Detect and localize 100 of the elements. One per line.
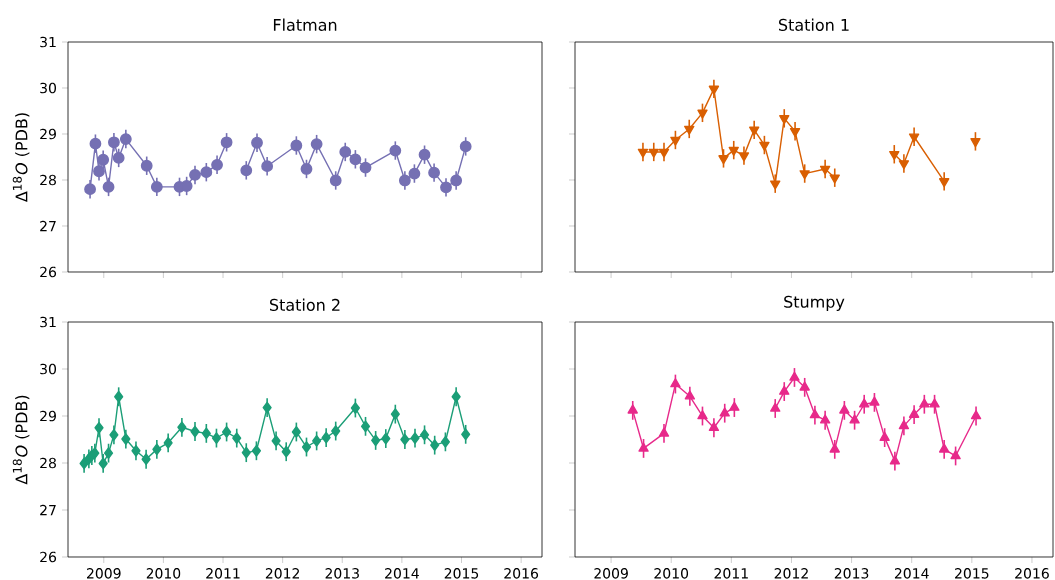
point (770, 402, 781, 412)
point (658, 427, 670, 437)
point (970, 410, 982, 420)
x-tick-label: 2009 (594, 568, 628, 579)
point (201, 427, 211, 440)
point (371, 434, 381, 447)
point (809, 409, 821, 419)
point (428, 166, 440, 179)
point (839, 404, 850, 414)
point (697, 410, 708, 420)
point (859, 398, 870, 408)
point (708, 421, 720, 432)
point (339, 146, 352, 158)
point (638, 442, 649, 452)
point (389, 144, 402, 157)
x-tick-label: 2010 (654, 568, 689, 579)
point (271, 435, 281, 447)
x-tick-label: 2013 (325, 568, 359, 579)
y-tick-label: 28 (40, 174, 56, 186)
point (718, 155, 729, 165)
point (779, 385, 790, 395)
point (708, 85, 720, 95)
point (770, 180, 781, 190)
point (251, 444, 262, 457)
point (908, 408, 920, 418)
point (93, 165, 105, 178)
point (150, 181, 163, 193)
point (189, 169, 201, 181)
y-tick-label: 29 (40, 128, 56, 140)
point (94, 421, 104, 434)
point (119, 133, 132, 145)
point (908, 133, 920, 143)
point (789, 127, 801, 138)
chart-title: Flatman (273, 18, 337, 31)
x-tick-label: 2016 (1015, 568, 1049, 579)
x-tick-label: 2014 (385, 568, 419, 579)
point (729, 401, 740, 411)
x-tick-label: 2009 (87, 568, 121, 579)
point (241, 446, 251, 459)
x-tick-label: 2012 (265, 568, 300, 579)
point (938, 443, 950, 453)
point (450, 174, 463, 187)
point (360, 420, 371, 433)
point (419, 428, 430, 441)
point (829, 174, 840, 184)
point (200, 166, 213, 179)
point (381, 432, 391, 445)
point (140, 159, 153, 172)
point (190, 425, 200, 438)
point (684, 390, 696, 400)
point (114, 390, 124, 403)
point (177, 421, 187, 434)
point (262, 401, 272, 414)
point (109, 428, 119, 441)
x-tick-label: 2015 (955, 568, 989, 579)
x-tick-label: 2015 (444, 568, 479, 579)
x-tick-label: 2011 (714, 568, 748, 579)
point (829, 443, 840, 453)
point (849, 414, 860, 424)
point (290, 139, 303, 152)
chart-title: Station 2 (270, 298, 340, 311)
y-tick-label: 26 (40, 266, 57, 278)
point (312, 435, 322, 447)
x-tick-label: 2013 (834, 568, 869, 579)
point (103, 447, 114, 460)
point (329, 174, 342, 187)
point (697, 109, 708, 119)
point (440, 435, 451, 448)
point (670, 378, 681, 388)
x-tick-label: 2016 (504, 568, 539, 579)
y-axis-title: Δ$^{18}$O (PDB) (12, 113, 30, 203)
y-tick-label: 30 (40, 363, 56, 375)
point (759, 141, 770, 151)
y-tick-label: 27 (40, 504, 56, 516)
point (919, 398, 930, 408)
point (889, 150, 900, 161)
point (112, 152, 125, 164)
point (321, 431, 331, 444)
point (684, 125, 695, 135)
y-tick-label: 31 (40, 36, 56, 48)
point (89, 137, 102, 150)
point (211, 432, 222, 444)
point (408, 167, 421, 180)
point (300, 163, 313, 175)
point (350, 402, 360, 414)
point (879, 431, 890, 441)
point (359, 161, 372, 174)
point (889, 455, 901, 465)
point (281, 445, 291, 458)
point (451, 390, 461, 403)
point (152, 443, 162, 456)
point (400, 433, 410, 446)
y-axis-title: Δ$^{18}$O (PDB) (12, 395, 30, 485)
y-tick-label: 29 (40, 410, 56, 422)
point (970, 138, 981, 148)
chart-title: Station 1 (779, 18, 849, 31)
point (102, 181, 115, 193)
x-tick-label: 2014 (894, 568, 929, 579)
point (121, 433, 131, 445)
point (398, 174, 411, 187)
